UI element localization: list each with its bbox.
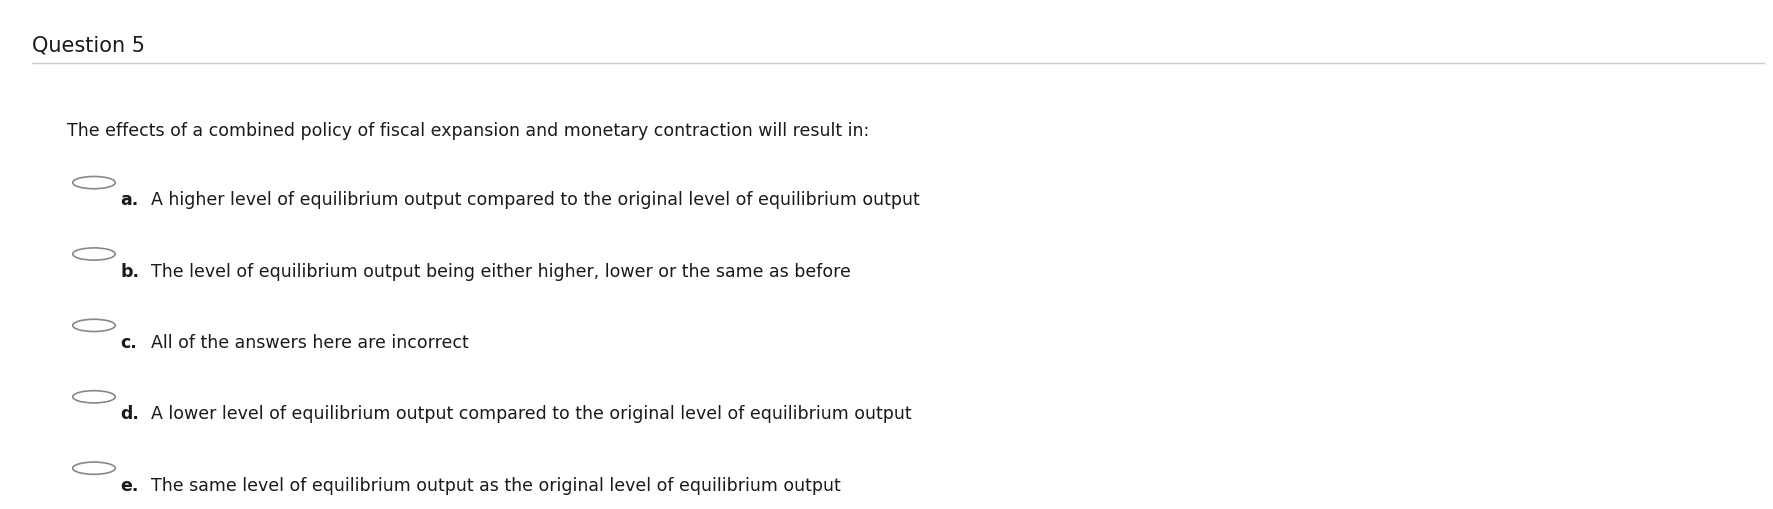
Circle shape [73, 462, 115, 474]
Text: b.: b. [121, 262, 140, 280]
Text: d.: d. [121, 405, 140, 422]
Circle shape [73, 320, 115, 332]
Text: The same level of equilibrium output as the original level of equilibrium output: The same level of equilibrium output as … [151, 476, 840, 494]
Text: e.: e. [121, 476, 138, 494]
Text: a.: a. [121, 191, 138, 209]
Text: c.: c. [121, 333, 137, 351]
Circle shape [73, 391, 115, 403]
Circle shape [73, 177, 115, 189]
Text: The effects of a combined policy of fiscal expansion and monetary contraction wi: The effects of a combined policy of fisc… [67, 122, 869, 140]
Text: A lower level of equilibrium output compared to the original level of equilibriu: A lower level of equilibrium output comp… [151, 405, 911, 422]
Text: All of the answers here are incorrect: All of the answers here are incorrect [151, 333, 468, 351]
Text: The level of equilibrium output being either higher, lower or the same as before: The level of equilibrium output being ei… [151, 262, 851, 280]
Text: Question 5: Question 5 [32, 36, 145, 55]
Text: A higher level of equilibrium output compared to the original level of equilibri: A higher level of equilibrium output com… [151, 191, 920, 209]
Circle shape [73, 248, 115, 261]
